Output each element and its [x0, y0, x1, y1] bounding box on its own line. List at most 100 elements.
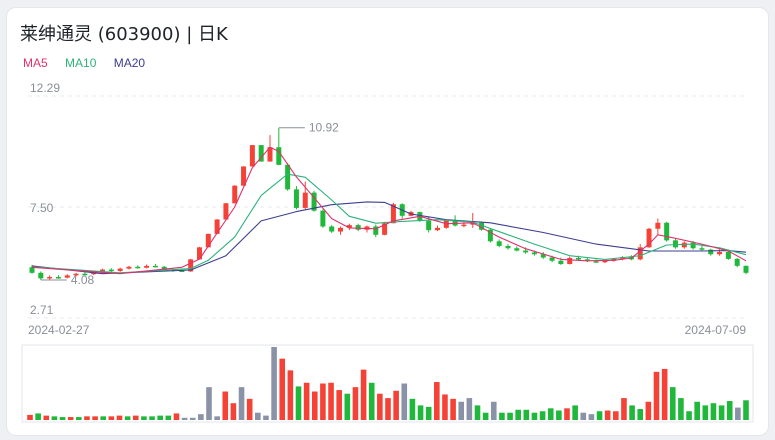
volume-bar	[596, 411, 603, 420]
extreme-markers: 10.92 4.08	[40, 121, 339, 287]
volume-bar	[710, 403, 717, 420]
candle-body	[196, 247, 202, 260]
volume-panel-frame	[21, 344, 754, 423]
volume-bar	[344, 393, 351, 420]
volume-bar	[271, 347, 277, 420]
candle-body	[241, 166, 247, 186]
volume-bar	[515, 409, 521, 420]
candle-body	[725, 251, 731, 259]
volume-bar	[564, 408, 570, 420]
volume-bar	[377, 393, 383, 420]
candle-body	[734, 258, 740, 266]
candle-body	[672, 240, 678, 248]
candle-body	[646, 228, 652, 248]
volume-bar	[735, 407, 741, 420]
ma20-line	[31, 201, 747, 275]
candle-body	[355, 225, 361, 230]
candle-body	[135, 266, 141, 269]
volume-bar	[401, 383, 408, 420]
volume-bar	[726, 401, 733, 420]
volume-bar	[124, 416, 131, 420]
candle-body	[523, 250, 529, 253]
volume-bar	[474, 405, 481, 420]
grid-lines	[28, 95, 748, 319]
volume-bar	[336, 390, 342, 420]
candle-body	[179, 270, 185, 272]
candle-body	[690, 242, 696, 249]
volume-bar	[222, 391, 229, 420]
volume-bar	[189, 417, 196, 420]
candle-body	[717, 251, 723, 255]
volume-bar	[718, 405, 725, 420]
min-marker-label: 4.08	[71, 273, 95, 287]
legend: MA5 MA10 MA20	[23, 56, 159, 70]
volume-bar	[499, 412, 505, 420]
candle-body	[496, 241, 502, 246]
volume-bar	[76, 417, 82, 420]
volume-bar	[320, 383, 326, 420]
candle-body	[232, 185, 238, 204]
candle-body	[29, 267, 35, 273]
volume-bar	[604, 410, 611, 420]
volume-bar	[287, 370, 294, 420]
volume-bar	[181, 417, 188, 420]
legend-ma20[interactable]: MA20	[113, 56, 146, 70]
volume-bar	[352, 387, 359, 420]
volume-bar	[669, 387, 676, 420]
candle-body	[602, 260, 608, 263]
volume-bar	[678, 398, 684, 420]
volume-bar	[108, 416, 115, 420]
volume-bar	[368, 382, 375, 420]
candle-body	[82, 273, 88, 276]
ma5-line	[31, 146, 747, 275]
volume-bar	[116, 415, 123, 420]
volume-bar	[458, 401, 465, 420]
volume-bar	[547, 408, 554, 420]
candle-body	[144, 265, 150, 268]
candle-body	[461, 224, 467, 227]
volume-bar	[580, 412, 587, 420]
volume-bar	[173, 413, 180, 420]
volume-bar	[490, 401, 497, 420]
x-label-start: 2024-02-27	[28, 323, 90, 337]
candle-body	[505, 245, 511, 249]
volume-bar	[295, 386, 302, 420]
candle-body	[152, 265, 158, 268]
candle-body	[593, 261, 599, 263]
candle-body	[434, 227, 440, 231]
candle-body	[470, 222, 476, 225]
candle-body	[426, 220, 432, 231]
volume-bar	[661, 368, 668, 420]
volume-bar	[165, 415, 172, 420]
candle-body	[249, 145, 255, 167]
candle-body	[655, 222, 661, 229]
volume-bar	[255, 412, 261, 420]
volume-bar	[206, 387, 212, 420]
volume-bar	[230, 403, 237, 420]
volume-bar	[385, 398, 391, 420]
volume-bar	[360, 369, 367, 420]
volume-bar	[303, 382, 310, 420]
volume-bar	[417, 405, 424, 420]
candle-body	[276, 147, 282, 165]
candle-body	[214, 219, 220, 234]
candle-body	[126, 266, 132, 269]
candle-body	[223, 203, 229, 220]
y-tick-mid: 7.50	[30, 201, 54, 215]
volume-bar	[621, 398, 627, 420]
y-tick-top: 12.29	[30, 81, 60, 95]
legend-ma5[interactable]: MA5	[23, 56, 48, 70]
candle-body	[743, 265, 749, 273]
ma10-line	[31, 173, 747, 274]
volume-bar	[141, 416, 147, 420]
candle-body	[487, 229, 493, 242]
legend-ma10[interactable]: MA10	[65, 56, 97, 70]
volume-bar	[214, 416, 220, 420]
candle-body	[285, 164, 291, 190]
candle-body	[514, 248, 520, 251]
volume-bar	[100, 416, 107, 420]
candle-body	[188, 259, 194, 272]
volume-bar	[686, 411, 692, 420]
candle-body	[267, 147, 273, 162]
candle-body	[64, 275, 70, 278]
